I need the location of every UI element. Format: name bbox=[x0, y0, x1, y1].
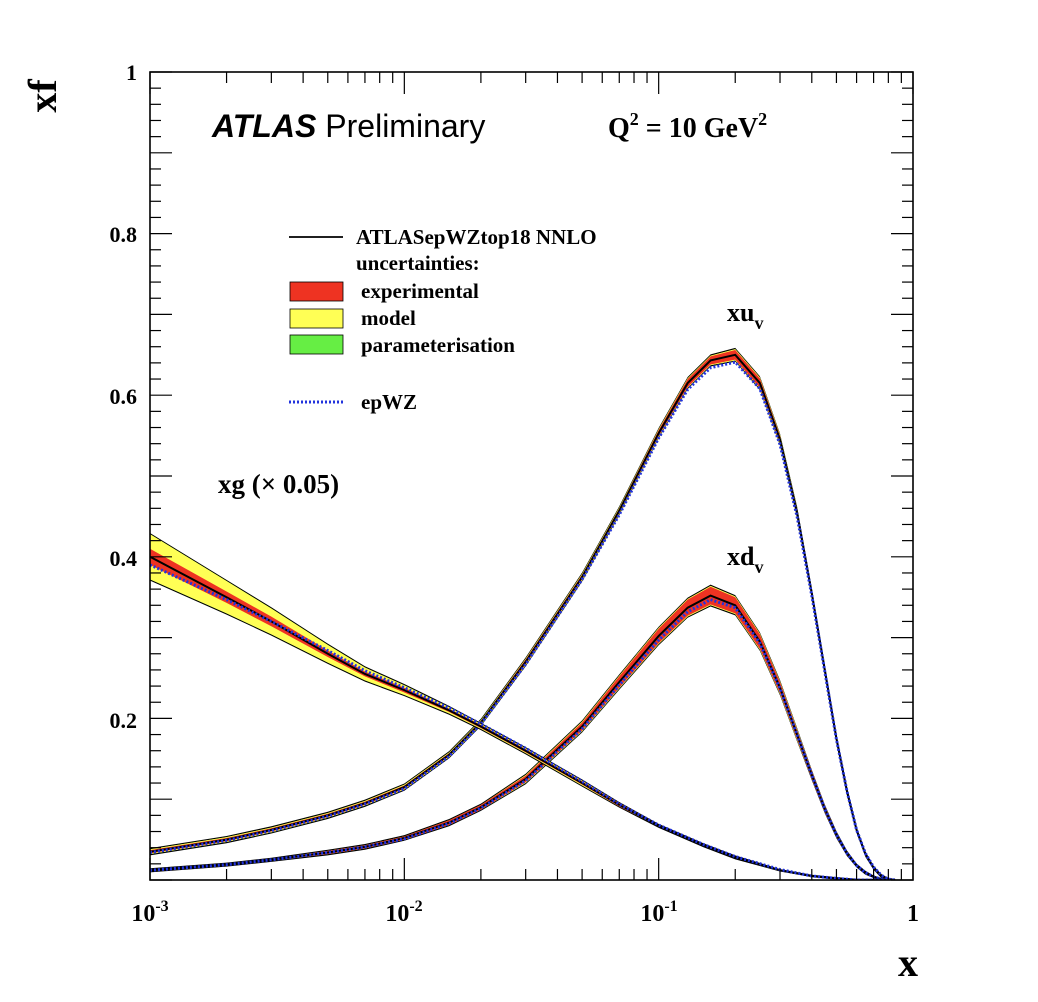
legend-heading: uncertainties: bbox=[356, 251, 480, 275]
x-axis-title: x bbox=[898, 940, 918, 985]
legend-label-parameterisation: parameterisation bbox=[361, 333, 515, 357]
y-tick-label-0.8: 0.8 bbox=[110, 222, 138, 247]
central-line-2 bbox=[150, 555, 889, 880]
legend-swatch-experimental bbox=[289, 281, 344, 302]
legend-swatch-model bbox=[289, 308, 344, 329]
y-tick-label-0.2: 0.2 bbox=[110, 708, 138, 733]
comparison-line-0 bbox=[150, 360, 896, 880]
y-tick-label-0.4: 0.4 bbox=[110, 546, 138, 571]
x-tick-label-0.1: 10-1 bbox=[640, 898, 677, 927]
legend-comparison-label: epWZ bbox=[361, 390, 417, 414]
y-axis-title: xf bbox=[20, 79, 65, 113]
series-label-xuv: xuv bbox=[727, 298, 763, 333]
central-line-0 bbox=[150, 353, 896, 880]
x-tick-label-1: 1 bbox=[907, 901, 919, 927]
y-tick-label-0.6: 0.6 bbox=[110, 384, 138, 409]
plot-frame bbox=[149, 71, 914, 881]
series-label-xg: xg (× 0.05) bbox=[218, 469, 339, 499]
legend-swatch-parameterisation bbox=[289, 334, 344, 355]
experiment-label: ATLAS Preliminary bbox=[211, 108, 485, 144]
legend-label-model: model bbox=[361, 306, 416, 330]
x-tick-label-0.01: 10-2 bbox=[385, 898, 422, 927]
series-label-xdv: xdv bbox=[727, 542, 763, 577]
scale-label: Q2 = 10 GeV2 bbox=[608, 109, 767, 144]
comparison-line-2 bbox=[150, 563, 889, 880]
legend-label-experimental: experimental bbox=[361, 279, 479, 303]
x-tick-label-0.001: 10-3 bbox=[131, 898, 168, 927]
legend: ATLASepWZtop18 NNLO uncertainties: exper… bbox=[289, 225, 597, 414]
legend-central-label: ATLASepWZtop18 NNLO bbox=[356, 225, 597, 249]
tick-layer bbox=[149, 71, 914, 881]
y-tick-label-1: 1 bbox=[126, 60, 137, 85]
comparison-line-1 bbox=[150, 597, 896, 880]
data-layer bbox=[150, 347, 896, 880]
